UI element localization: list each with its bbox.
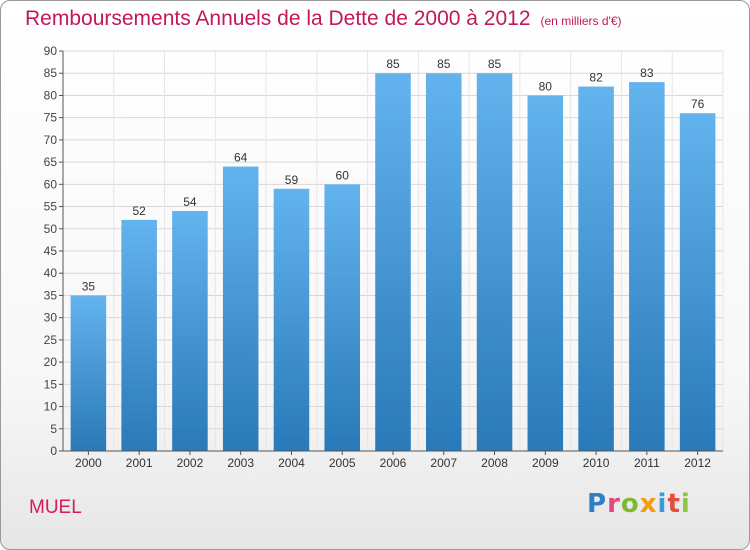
bar [172,211,208,451]
logo-letter: t [667,489,681,519]
y-tick-label: 90 [44,44,58,58]
y-tick-label: 50 [44,222,58,236]
data-label: 59 [285,173,299,187]
data-label: 35 [82,279,96,293]
chart-title-text: Remboursements Annuels de la Dette de 20… [25,7,531,30]
data-label: 85 [488,57,502,71]
y-tick-label: 60 [44,177,58,191]
bar [629,82,665,451]
x-tick-label: 2011 [634,456,660,470]
x-tick-label: 2002 [177,456,204,470]
logo-letter: i [657,489,668,519]
y-tick-label: 65 [44,155,58,169]
y-tick-label: 30 [44,311,58,325]
labels: 0 5 10 15 20 25 30 35 40 45 50 55 60 65 70 75 80 85 90 35 20… [44,44,712,470]
logo-letter: r [607,489,621,519]
logo-letter: o [620,489,640,519]
y-tick-label: 55 [44,200,58,214]
y-tick-label: 45 [44,244,58,258]
x-tick-label: 2005 [329,456,356,470]
y-tick-label: 40 [44,266,58,280]
y-tick-label: 25 [44,333,58,347]
data-label: 76 [691,97,705,111]
data-label: 60 [336,168,350,182]
x-tick-label: 2007 [430,456,457,470]
logo-letter: i [680,489,691,519]
bar [426,73,462,451]
x-tick-label: 2000 [75,456,102,470]
bar [70,295,107,451]
x-tick-label: 2008 [481,456,508,470]
x-tick-label: 2010 [583,456,610,470]
bar [578,86,614,452]
chart-title: Remboursements Annuels de la Dette de 20… [25,7,622,31]
chart-unit-label: (en milliers d'€) [540,14,622,28]
axes [59,50,723,455]
proxiti-logo: Proxiti [587,489,691,519]
bar [527,95,564,451]
y-tick-label: 85 [44,66,58,80]
data-label: 80 [539,79,553,93]
y-tick-label: 10 [44,400,58,414]
x-tick-label: 2009 [532,456,559,470]
logo-letter: x [639,489,658,519]
y-tick-label: 5 [50,422,57,436]
data-label: 83 [640,66,654,80]
bar [222,166,259,452]
data-label: 52 [132,204,146,218]
data-label: 85 [437,57,451,71]
bars [70,73,716,452]
bar [324,184,360,452]
x-tick-label: 2006 [380,456,407,470]
logo-letter: P [587,489,608,519]
y-tick-label: 15 [44,377,58,391]
y-tick-label: 75 [44,111,58,125]
y-tick-label: 35 [44,288,58,302]
x-tick-label: 2012 [684,456,711,470]
y-tick-label: 70 [44,133,58,147]
y-tick-label: 0 [50,444,57,458]
x-tick-label: 2001 [126,456,153,470]
x-tick-label: 2004 [278,456,305,470]
data-label: 82 [589,71,603,85]
bar [273,188,310,451]
data-label: 64 [234,151,248,165]
bar [375,73,411,451]
y-tick-label: 20 [44,355,58,369]
bar [121,219,157,451]
data-label: 85 [386,57,400,71]
data-label: 54 [183,195,197,209]
bar [679,113,716,451]
commune-name: MUEL [29,497,82,518]
x-tick-label: 2003 [227,456,254,470]
bar [476,73,513,451]
y-tick-label: 80 [44,88,58,102]
